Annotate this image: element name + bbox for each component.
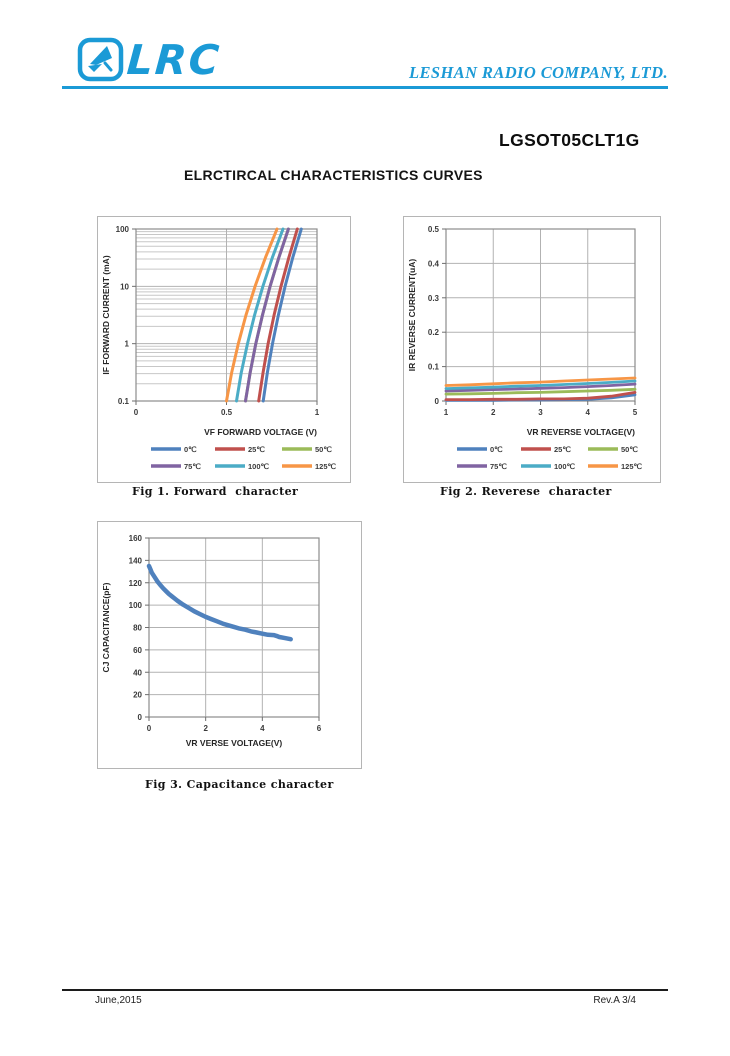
x-tick-label: 2 [203,724,208,733]
figure3-caption: Fig 3. Capacitance character [145,778,334,791]
y-tick-label: 0 [138,713,143,722]
part-number: LGSOT05CLT1G [499,130,640,150]
x-tick-label: 0.5 [221,408,233,417]
legend-label: 25℃ [554,445,571,454]
x-tick-label: 5 [633,408,638,417]
x-axis-label: VR VERSE VOLTAGE(V) [186,738,283,748]
x-axis-label: VF FORWARD VOLTAGE (V) [204,427,317,437]
x-tick-label: 1 [444,408,449,417]
section-title: ELRCTIRCAL CHARACTERISTICS CURVES [184,167,483,183]
tick-marks [145,537,320,721]
legend-label: 75℃ [184,462,201,471]
satellite-dish-icon [77,37,124,82]
fig3-svg: 0 20 40 60 80 100 120 140 160 0 2 4 6 VR VERSE VOLTAG… [101,534,322,748]
y-tick-label: 100 [129,601,143,610]
y-tick-label: 100 [116,225,130,234]
series-line-0 [261,227,303,403]
legend-label: 0℃ [490,445,503,454]
legend-label: 125℃ [621,462,643,471]
header-rule [62,86,668,89]
legend-label: 0℃ [184,445,197,454]
logo-text: LRC [125,36,223,84]
x-tick-label: 4 [586,408,591,417]
x-tick-label: 0 [147,724,152,733]
y-tick-label: 80 [133,624,142,633]
series-line-125 [225,227,279,403]
x-tick-label: 3 [538,408,543,417]
series-line-75 [244,227,290,403]
legend-label: 50℃ [315,445,332,454]
fig1-svg: 0.1 1 10 100 0 0.5 1 VF FORWARD VOLTAGE (V) IF F… [101,225,337,471]
y-tick-label: 40 [133,668,142,677]
footer-revision: Rev.A 3/4 [593,995,636,1006]
series-line-100 [444,379,637,391]
y-tick-label: 60 [133,646,142,655]
figure2-caption: Fig 2. Reverese character [440,485,612,498]
y-axis-label: CJ CAPACITANCE(pF) [101,582,111,672]
x-axis-label: VR REVERSE VOLTAGE(V) [527,427,635,437]
x-tick-label: 6 [317,724,322,733]
reverse-characteristics-chart: 0 0.1 0.2 0.3 0.4 0.5 1 2 3 4 5 VR REVERSE VOLTAGE(… [403,216,661,483]
series-line-cj [146,563,293,642]
y-tick-label: 20 [133,691,142,700]
series-line-25 [257,227,299,403]
series-line-100 [235,227,285,403]
series-line-50 [444,387,637,396]
y-tick-label: 0.4 [428,259,440,268]
y-tick-label: 0.1 [118,397,130,406]
company-name: LESHAN RADIO COMPANY, LTD. [408,63,668,82]
legend-label: 100℃ [554,462,576,471]
x-tick-label: 4 [260,724,265,733]
series-line-75 [444,382,637,393]
y-tick-label: 0 [435,397,440,406]
legend-label: 50℃ [621,445,638,454]
figure1-caption: Fig 1. Forward character [132,485,299,498]
legend: 0℃ 25℃ 50℃ 75℃ 100℃ 125℃ [457,445,643,471]
y-tick-label: 140 [129,556,143,565]
forward-characteristics-chart: 0.1 1 10 100 0 0.5 1 VF FORWARD VOLTAGE (V) IF F… [97,216,351,483]
y-tick-label: 10 [120,282,129,291]
x-tick-label: 1 [315,408,320,417]
y-tick-label: 160 [129,534,143,543]
capacitance-characteristics-chart: 0 20 40 60 80 100 120 140 160 0 2 4 6 VR VERSE VOLTAG… [97,521,362,769]
series-line-125 [444,376,637,387]
legend: 0℃ 25℃ 50℃ 75℃ 100℃ 125℃ [151,445,337,471]
y-tick-label: 0.2 [428,328,440,337]
y-axis-label: IF FORWARD CURRENT (mA) [101,255,111,374]
y-tick-label: 0.1 [428,363,440,372]
series-line-25 [444,390,637,402]
fig2-svg: 0 0.1 0.2 0.3 0.4 0.5 1 2 3 4 5 VR REVERSE VOLTAGE(… [407,225,643,471]
y-tick-label: 120 [129,579,143,588]
legend-label: 25℃ [248,445,265,454]
gridlines [445,228,636,402]
footer-date: June,2015 [95,995,142,1006]
y-axis-label: IR REVERSE CURRENT(uA) [407,259,417,372]
footer-rule [62,989,668,991]
y-tick-label: 0.5 [428,225,440,234]
legend-label: 100℃ [248,462,270,471]
x-tick-label: 0 [134,408,139,417]
legend-label: 125℃ [315,462,337,471]
y-tick-label: 1 [125,340,130,349]
legend-label: 75℃ [490,462,507,471]
y-tick-label: 0.3 [428,294,440,303]
x-tick-label: 2 [491,408,496,417]
